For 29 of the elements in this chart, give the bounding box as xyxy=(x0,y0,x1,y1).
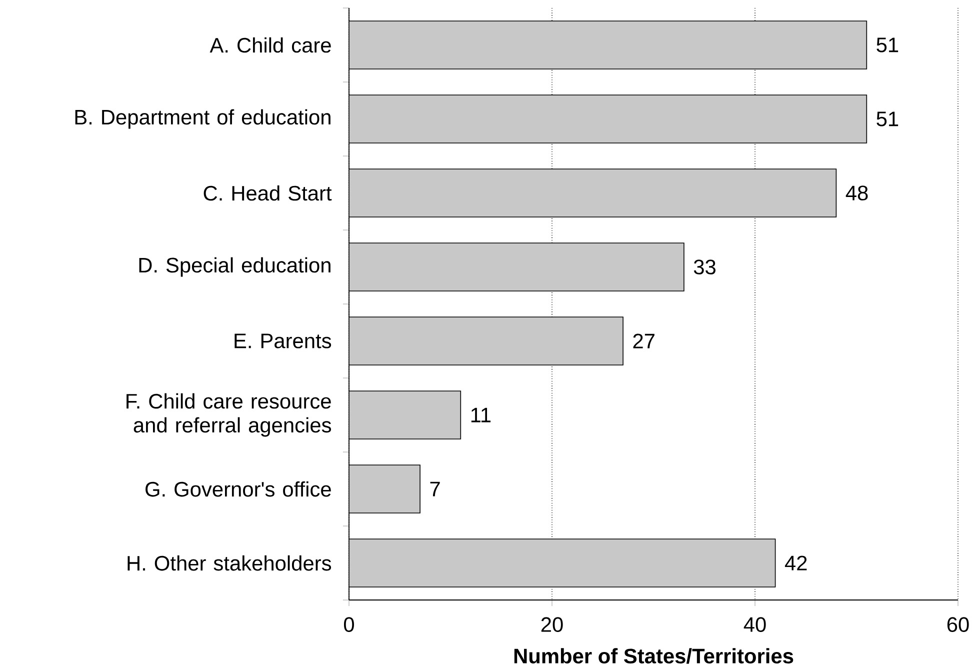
y-tick-label: G. Governor's office xyxy=(146,481,331,497)
bar xyxy=(349,390,462,440)
x-axis-title: Number of States/Territories xyxy=(514,648,794,664)
bar xyxy=(349,168,837,218)
x-tick-label: 0 xyxy=(344,617,354,632)
x-tick-label: 60 xyxy=(947,617,969,632)
data-label: 11 xyxy=(471,408,491,422)
data-label: 51 xyxy=(876,112,898,126)
y-tick-label: H. Other stakeholders xyxy=(128,555,332,571)
bar xyxy=(349,94,868,144)
y-tick-label: E. Parents xyxy=(234,334,332,348)
y-tick-label: B. Department of education xyxy=(75,109,330,129)
data-label: 51 xyxy=(876,38,898,52)
data-label: 48 xyxy=(846,186,868,200)
bar xyxy=(349,316,624,366)
data-label: 27 xyxy=(633,334,654,348)
x-tick-label: 20 xyxy=(541,617,563,632)
y-tick-label: D. Special education xyxy=(139,257,330,277)
data-label: 42 xyxy=(784,556,807,570)
y-tick-label: C. Head Start xyxy=(204,185,332,201)
bar xyxy=(349,538,776,588)
data-label: 7 xyxy=(430,482,440,496)
x-tick-label: 40 xyxy=(744,617,766,632)
y-tick-label: A. Child care xyxy=(210,37,331,53)
bar xyxy=(349,242,684,292)
y-tick-label: F. Child care resource and referral agencies xyxy=(126,393,332,437)
bar xyxy=(349,464,420,514)
bar xyxy=(349,20,868,70)
data-label: 33 xyxy=(694,260,716,274)
